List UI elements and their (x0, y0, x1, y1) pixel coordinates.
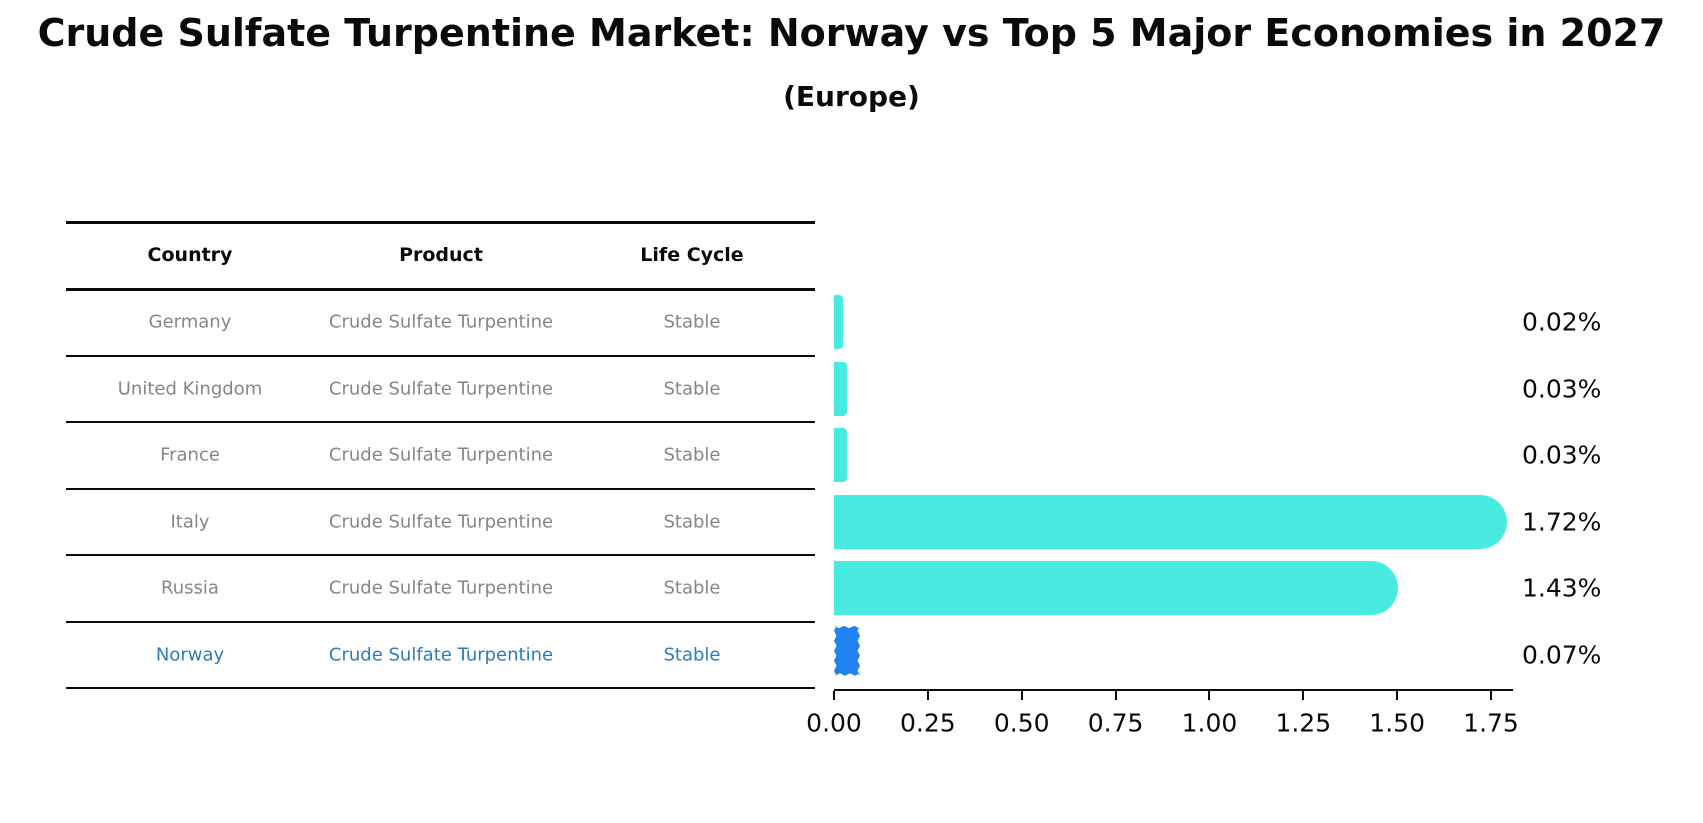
x-axis-tick (1302, 691, 1305, 700)
table-cell-life-cycle: Stable (663, 311, 721, 333)
x-tick-label: 1.50 (1369, 708, 1425, 738)
table-column-header: Product (399, 244, 483, 266)
x-axis-tick (1020, 691, 1023, 700)
bar-russia (834, 561, 1398, 616)
table-cell-life-cycle: Stable (663, 378, 721, 400)
x-axis-tick (1490, 691, 1492, 700)
x-tick-label: 0.75 (1087, 708, 1144, 738)
table-rule (66, 354, 815, 357)
table-cell-product: Crude Sulfate Turpentine (328, 644, 554, 666)
table-cell-country: Italy (170, 511, 210, 533)
x-tick-label: 0.25 (900, 708, 956, 738)
table-cell-country: United Kingdom (117, 378, 263, 400)
table-cell-product: Crude Sulfate Turpentine (328, 444, 554, 466)
x-tick-label: 1.00 (1181, 708, 1238, 738)
table-rule (66, 288, 815, 291)
x-tick-label: 0.00 (806, 708, 862, 738)
table-cell-product: Crude Sulfate Turpentine (328, 378, 554, 400)
bar-value-label: 0.03% (1522, 374, 1602, 404)
table-cell-life-cycle: Stable (663, 444, 721, 466)
table-rule (66, 421, 815, 423)
table-cell-country: Norway (155, 644, 225, 666)
table-rule (66, 687, 815, 689)
bar-value-label: 0.07% (1522, 640, 1602, 670)
x-axis-tick (833, 691, 835, 700)
x-axis-tick (1396, 691, 1399, 700)
table-cell-product: Crude Sulfate Turpentine (328, 311, 554, 333)
chart-subtitle: (Europe) (783, 80, 920, 113)
table-rule (66, 487, 815, 490)
table-column-header: Country (147, 244, 233, 266)
bar-germany (834, 295, 843, 350)
x-axis-tick (1208, 691, 1211, 700)
x-tick-label: 0.50 (993, 708, 1050, 738)
x-tick-label: 1.25 (1275, 708, 1332, 738)
chart-title: Crude Sulfate Turpentine Market: Norway … (37, 11, 1666, 55)
x-axis-tick (926, 691, 929, 700)
table-cell-country: Russia (161, 577, 219, 599)
bar-value-label: 1.72% (1522, 507, 1602, 537)
table-cell-life-cycle: Stable (663, 577, 721, 599)
table-column-header: Life Cycle (640, 244, 744, 266)
table-cell-product: Crude Sulfate Turpentine (328, 511, 554, 533)
bar-italy (834, 494, 1507, 549)
bar-norway (834, 625, 860, 676)
table-cell-life-cycle: Stable (663, 644, 721, 666)
bar-value-label: 0.03% (1522, 440, 1602, 470)
x-axis-line (834, 689, 1513, 691)
bar-france (834, 428, 847, 483)
bar-value-label: 1.43% (1522, 573, 1602, 603)
bar-united-kingdom (834, 361, 847, 416)
table-rule (66, 221, 815, 224)
table-cell-product: Crude Sulfate Turpentine (328, 577, 554, 599)
table-cell-country: Germany (148, 311, 232, 333)
x-axis-tick (1114, 691, 1117, 700)
table-rule (66, 554, 815, 556)
x-tick-label: 1.75 (1463, 708, 1519, 738)
table-rule (66, 620, 815, 623)
table-cell-life-cycle: Stable (663, 511, 721, 533)
bar-value-label: 0.02% (1522, 307, 1602, 337)
table-cell-country: France (160, 444, 220, 466)
